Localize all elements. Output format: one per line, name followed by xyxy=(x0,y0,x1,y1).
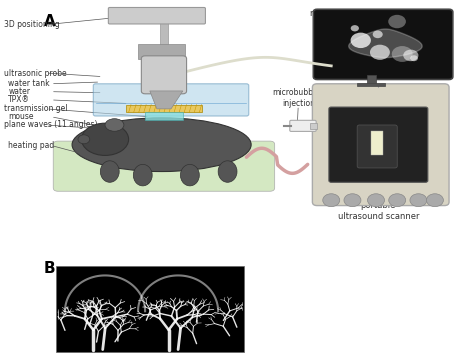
Circle shape xyxy=(403,49,419,61)
Text: mouse: mouse xyxy=(9,112,34,121)
Bar xyxy=(371,131,383,155)
Text: water: water xyxy=(9,87,30,96)
Text: B: B xyxy=(44,261,55,276)
Bar xyxy=(357,83,385,86)
FancyBboxPatch shape xyxy=(357,125,397,168)
Text: heating pad: heating pad xyxy=(9,141,55,150)
Ellipse shape xyxy=(100,161,119,182)
Ellipse shape xyxy=(72,118,251,171)
Text: portable
ultrasound scanner: portable ultrasound scanner xyxy=(337,201,419,221)
Circle shape xyxy=(344,194,361,206)
FancyBboxPatch shape xyxy=(53,141,275,191)
Text: ultrasonic probe: ultrasonic probe xyxy=(4,69,66,78)
Ellipse shape xyxy=(133,164,152,186)
Text: water tank: water tank xyxy=(9,79,50,88)
Bar xyxy=(366,75,376,84)
FancyBboxPatch shape xyxy=(93,84,249,116)
Circle shape xyxy=(323,194,340,206)
Bar xyxy=(126,105,201,112)
Bar xyxy=(160,16,168,59)
FancyBboxPatch shape xyxy=(109,8,205,24)
Polygon shape xyxy=(349,29,422,58)
Polygon shape xyxy=(150,91,183,109)
Circle shape xyxy=(388,15,406,28)
Circle shape xyxy=(392,46,413,62)
FancyBboxPatch shape xyxy=(329,107,428,182)
Bar xyxy=(55,266,244,352)
Circle shape xyxy=(410,55,418,61)
FancyBboxPatch shape xyxy=(312,84,449,205)
Ellipse shape xyxy=(181,164,199,186)
Circle shape xyxy=(373,31,383,38)
Ellipse shape xyxy=(78,135,90,144)
Bar xyxy=(138,44,185,59)
Ellipse shape xyxy=(82,123,128,156)
FancyBboxPatch shape xyxy=(313,9,453,79)
Circle shape xyxy=(389,194,406,206)
Circle shape xyxy=(351,25,359,31)
Text: TPX®: TPX® xyxy=(9,95,30,104)
Circle shape xyxy=(427,194,443,206)
Text: real time imaging: real time imaging xyxy=(310,9,385,18)
Text: A: A xyxy=(44,14,55,29)
Ellipse shape xyxy=(218,161,237,182)
Circle shape xyxy=(351,32,371,48)
Text: 3D positioning: 3D positioning xyxy=(4,20,60,29)
Circle shape xyxy=(370,45,390,60)
Text: transmission gel: transmission gel xyxy=(4,104,67,113)
Circle shape xyxy=(367,194,384,206)
FancyBboxPatch shape xyxy=(141,56,187,94)
FancyBboxPatch shape xyxy=(290,120,316,131)
Text: microbubbles
injection: microbubbles injection xyxy=(273,88,324,108)
Circle shape xyxy=(410,194,427,206)
Bar xyxy=(310,123,317,129)
Bar xyxy=(145,112,183,119)
Text: plane waves (11 angles): plane waves (11 angles) xyxy=(4,121,97,130)
Ellipse shape xyxy=(105,119,124,131)
